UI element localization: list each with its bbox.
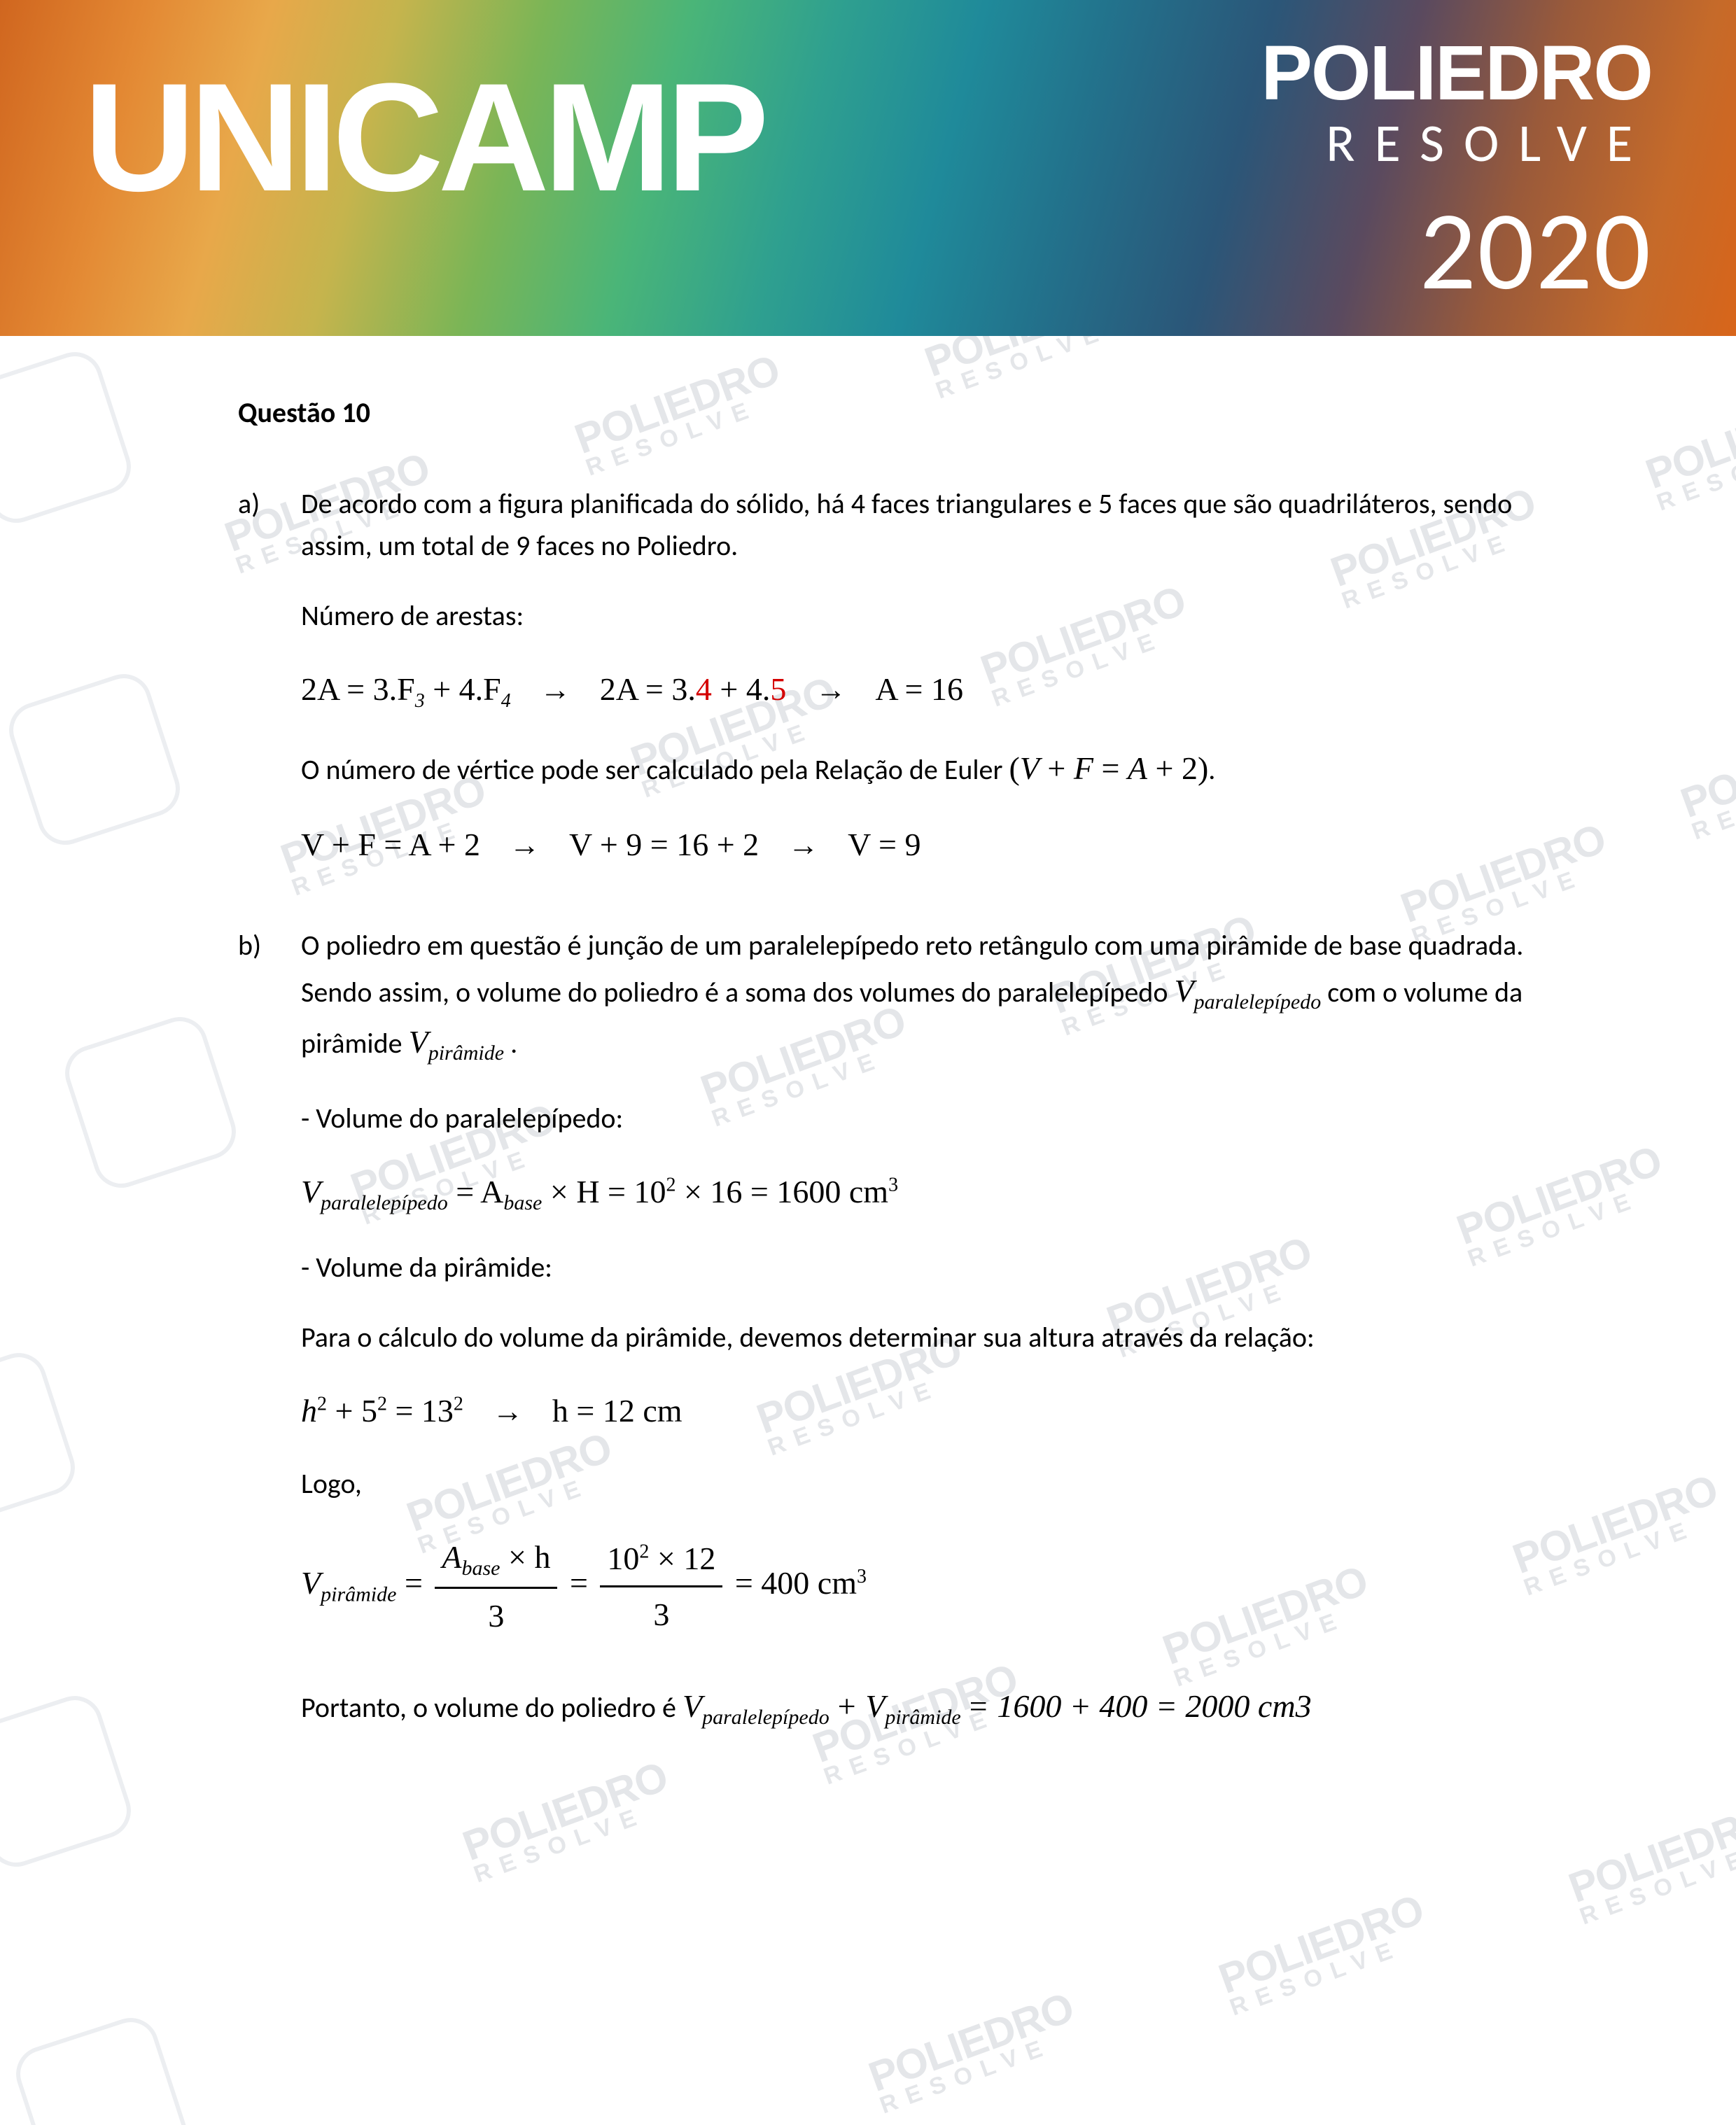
euler-equation: V + F = A + 2 → V + 9 = 16 + 2 → V = 9 — [301, 820, 1526, 869]
edges-equation: 2A = 3.F3 + 4.F4 → 2A = 3.4 + 4.5 → A = … — [301, 665, 1526, 716]
logo-text: Logo, — [301, 1463, 1526, 1505]
part-a-label: a) — [238, 483, 280, 567]
height-equation: h2 + 52 = 132 → h = 12 cm — [301, 1387, 1526, 1435]
watermark-square — [0, 345, 138, 531]
part-b-intro: O poliedro em questão é junção de um par… — [301, 925, 1526, 1069]
watermark-square — [0, 1689, 138, 1874]
vol-para-equation: Vparalelepípedo = Abase × H = 102 × 16 =… — [301, 1167, 1526, 1219]
final-line: Portanto, o volume do poliedro é Vparale… — [301, 1682, 1526, 1733]
watermark-square — [2, 667, 188, 853]
brand-block: POLIEDRO RESOLVE 2020 — [1261, 35, 1653, 307]
exam-title: UNICAMP — [84, 49, 764, 226]
page-header: UNICAMP POLIEDRO RESOLVE 2020 — [0, 0, 1736, 336]
part-b: b) O poliedro em questão é junção de um … — [238, 925, 1526, 1069]
brand-line-1: POLIEDRO — [1261, 35, 1653, 112]
vol-pir-equation: Vpirâmide = Abase × h 3 = 102 × 12 3 = 4… — [301, 1533, 1526, 1640]
edges-label: Número de arestas: — [301, 595, 1526, 637]
vol-para-label: - Volume do paralelepípedo: — [301, 1097, 1526, 1139]
vol-pir-label: - Volume da pirâmide: — [301, 1247, 1526, 1289]
brand-year: 2020 — [1261, 195, 1653, 307]
brand-line-2: RESOLVE — [1261, 115, 1653, 174]
question-title: Questão 10 — [238, 392, 1526, 434]
height-text: Para o cálculo do volume da pirâmide, de… — [301, 1317, 1526, 1359]
watermark-square — [0, 1346, 82, 1531]
watermark-square — [58, 1010, 244, 1195]
part-a-intro: De acordo com a figura planificada do só… — [301, 483, 1526, 567]
content-body: Questão 10 a) De acordo com a figura pla… — [238, 392, 1526, 1761]
euler-text: O número de vértice pode ser calculado p… — [301, 744, 1526, 792]
part-a: a) De acordo com a figura planificada do… — [238, 483, 1526, 567]
watermark-square — [9, 2011, 195, 2125]
part-b-label: b) — [238, 925, 280, 1069]
